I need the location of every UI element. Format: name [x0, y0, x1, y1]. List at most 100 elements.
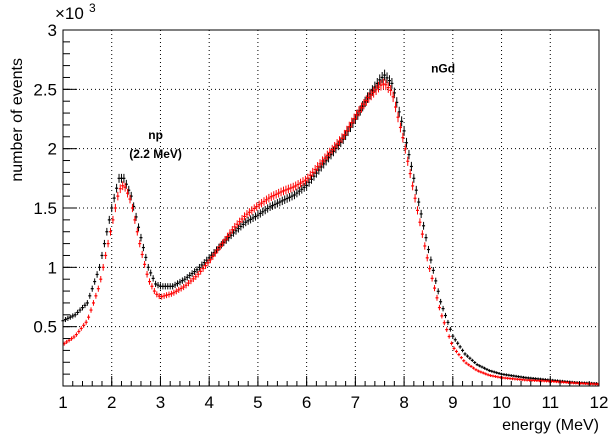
data-point [230, 225, 234, 234]
x-axis-label: energy (MeV) [502, 417, 599, 434]
data-point [468, 356, 472, 360]
data-point [419, 209, 423, 219]
data-point [295, 188, 299, 198]
data-point [240, 215, 244, 224]
data-point [406, 156, 410, 166]
data-point [357, 106, 361, 117]
x-tick-label: 6 [302, 393, 311, 412]
data-point [381, 78, 385, 90]
data-point [453, 337, 457, 342]
data-point [263, 206, 267, 215]
annotation-label: np [148, 128, 163, 142]
data-point [383, 69, 387, 81]
data-point [257, 200, 261, 209]
data-point [325, 150, 329, 161]
data-point [435, 294, 439, 301]
data-point [417, 197, 421, 207]
data-point [266, 204, 270, 213]
data-point [100, 251, 104, 260]
data-point [484, 372, 488, 376]
data-point [431, 267, 435, 274]
data-point [193, 268, 197, 275]
data-point [465, 354, 469, 358]
data-point [245, 210, 249, 219]
data-point [433, 285, 437, 292]
data-point [66, 315, 70, 321]
data-point [401, 132, 405, 143]
data-point [415, 206, 419, 215]
data-point [204, 262, 208, 270]
data-point [318, 159, 322, 169]
data-point [377, 81, 381, 93]
data-point [492, 370, 496, 374]
data-point [194, 273, 198, 280]
data-point [196, 270, 200, 278]
data-point [467, 363, 471, 367]
data-point [446, 319, 450, 325]
data-point [458, 344, 462, 349]
data-point [186, 279, 190, 287]
data-point [311, 167, 315, 177]
data-point [296, 180, 300, 189]
data-point [372, 86, 376, 98]
data-point [244, 218, 248, 227]
data-point [104, 251, 108, 260]
data-point [149, 269, 153, 277]
data-point [250, 206, 254, 215]
data-point [461, 348, 465, 353]
data-point [238, 217, 242, 226]
y-tick-label: 3 [48, 21, 57, 40]
data-point [145, 270, 149, 278]
data-point [413, 194, 417, 203]
data-point [95, 271, 99, 278]
data-point [402, 125, 406, 136]
data-point [191, 275, 195, 283]
data-point [126, 188, 130, 198]
data-point [174, 288, 178, 295]
data-point [63, 317, 67, 323]
data-point [79, 326, 83, 331]
data-point [347, 121, 351, 132]
data-point [396, 112, 400, 123]
data-point [73, 312, 77, 318]
data-point [260, 198, 264, 208]
data-point [451, 333, 455, 339]
data-point [411, 181, 415, 191]
data-point [454, 349, 458, 354]
data-point [72, 334, 76, 340]
data-point [479, 370, 483, 374]
data-point [297, 186, 301, 196]
data-point [221, 239, 225, 247]
data-point [369, 89, 373, 101]
data-point [172, 289, 176, 296]
data-point [316, 162, 320, 172]
data-point [279, 187, 283, 197]
data-point [113, 203, 117, 213]
data-point [173, 281, 177, 289]
data-point [144, 253, 148, 261]
data-point [495, 371, 499, 375]
data-point [355, 109, 359, 120]
data-point [107, 215, 111, 224]
data-point [115, 183, 119, 193]
y-tick-label: 1 [48, 258, 57, 277]
data-point [121, 181, 125, 191]
data-point [299, 178, 303, 188]
data-point [408, 169, 412, 179]
data-point [109, 227, 113, 236]
data-point [294, 181, 298, 191]
y-tick-label: 1.5 [33, 199, 57, 218]
x-tick-label: 9 [448, 393, 457, 412]
data-point [74, 332, 78, 337]
data-point [71, 313, 75, 319]
data-point [423, 242, 427, 250]
data-point [146, 263, 150, 271]
annotation-label: nGd [431, 62, 455, 76]
data-point [414, 185, 418, 195]
data-point [133, 215, 137, 224]
data-point [98, 263, 102, 271]
data-point [472, 366, 476, 370]
data-point [141, 243, 145, 252]
data-point [403, 144, 407, 154]
data-point [474, 368, 478, 372]
